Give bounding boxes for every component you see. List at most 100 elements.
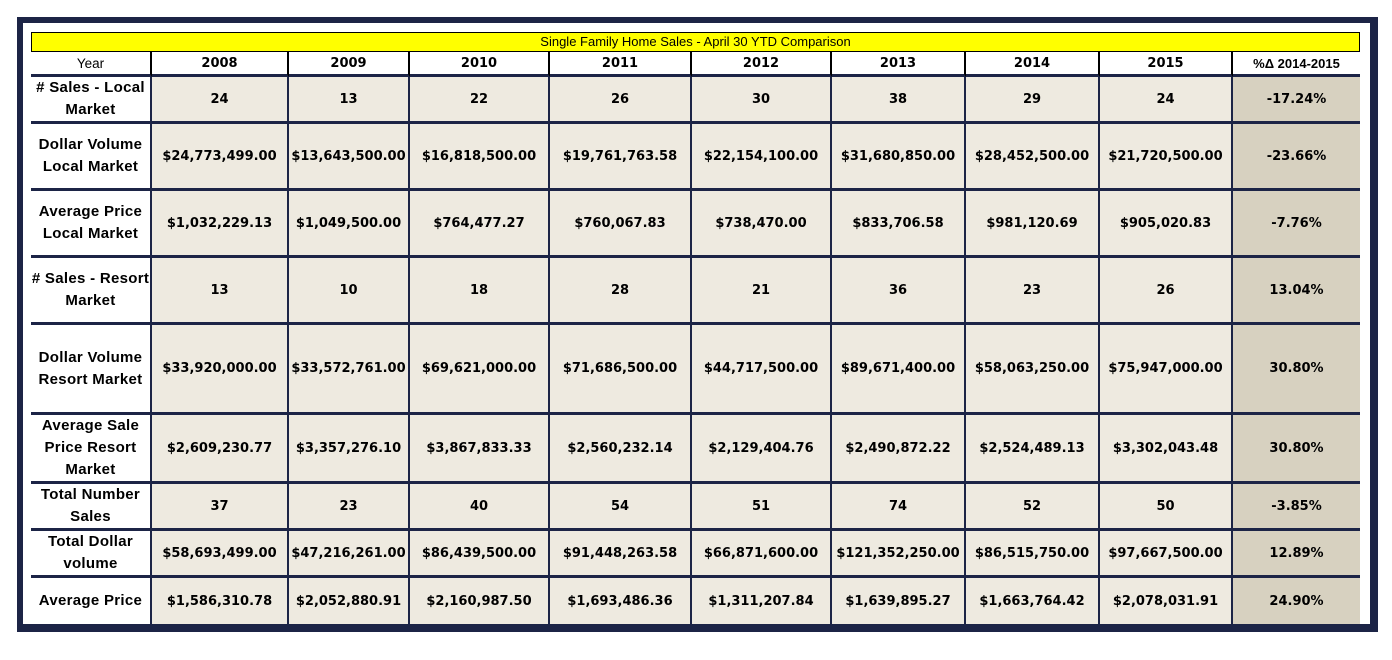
value-cell: 37 — [152, 484, 289, 531]
value-cell: $2,490,872.22 — [832, 415, 966, 484]
pct-change-cell: 30.80% — [1233, 415, 1360, 484]
value-cell: $3,302,043.48 — [1100, 415, 1233, 484]
row-label: Dollar Volume Local Market — [31, 124, 152, 191]
row-label: Average Price — [31, 578, 152, 624]
value-cell: $97,667,500.00 — [1100, 531, 1233, 578]
value-cell: 24 — [1100, 77, 1233, 124]
value-cell: $33,572,761.00 — [289, 325, 410, 415]
value-cell: $2,524,489.13 — [966, 415, 1100, 484]
pct-change-cell: -17.24% — [1233, 77, 1360, 124]
row-label: Total Number Sales — [31, 484, 152, 531]
value-cell: $22,154,100.00 — [692, 124, 832, 191]
row-label: # Sales - Resort Market — [31, 258, 152, 325]
value-cell: 40 — [410, 484, 550, 531]
year-header-cell: 2012 — [692, 52, 832, 77]
value-cell: 10 — [289, 258, 410, 325]
year-header: Year — [31, 52, 152, 77]
value-cell: $1,693,486.36 — [550, 578, 692, 624]
value-cell: $91,448,263.58 — [550, 531, 692, 578]
value-cell: $1,032,229.13 — [152, 191, 289, 258]
header-row: Year 2008 2009 2010 2011 2012 2013 2014 … — [31, 52, 1360, 77]
value-cell: 29 — [966, 77, 1100, 124]
value-cell: 23 — [289, 484, 410, 531]
value-cell: $760,067.83 — [550, 191, 692, 258]
table-row: Total Dollar volume $58,693,499.00 $47,216… — [31, 531, 1360, 578]
value-cell: 38 — [832, 77, 966, 124]
value-cell: $1,586,310.78 — [152, 578, 289, 624]
value-cell: $3,867,833.33 — [410, 415, 550, 484]
year-header-cell: 2013 — [832, 52, 966, 77]
value-cell: $47,216,261.00 — [289, 531, 410, 578]
year-header-cell: 2015 — [1100, 52, 1233, 77]
pct-change-cell: -3.85% — [1233, 484, 1360, 531]
value-cell: 13 — [289, 77, 410, 124]
pct-change-cell: 24.90% — [1233, 578, 1360, 624]
value-cell: $2,160,987.50 — [410, 578, 550, 624]
value-cell: $19,761,763.58 — [550, 124, 692, 191]
table-row: # Sales - Local Market 24 13 22 26 30 38 29 24 -1… — [31, 77, 1360, 124]
year-header-cell: 2014 — [966, 52, 1100, 77]
value-cell: $121,352,250.00 — [832, 531, 966, 578]
value-cell: $2,560,232.14 — [550, 415, 692, 484]
value-cell: 36 — [832, 258, 966, 325]
value-cell: $21,720,500.00 — [1100, 124, 1233, 191]
value-cell: 51 — [692, 484, 832, 531]
table-row: Dollar Volume Resort Market $33,920,000.0… — [31, 325, 1360, 415]
value-cell: $24,773,499.00 — [152, 124, 289, 191]
value-cell: $1,049,500.00 — [289, 191, 410, 258]
table-row: Total Number Sales 37 23 40 54 51 74 52 50 -3.85% — [31, 484, 1360, 531]
table-row: Average Price $1,586,310.78 $2,052,880.91 $… — [31, 578, 1360, 624]
pct-change-header: %Δ 2014-2015 — [1233, 52, 1360, 77]
year-header-cell: 2009 — [289, 52, 410, 77]
value-cell: $981,120.69 — [966, 191, 1100, 258]
table-row: Average Sale Price Resort Market $2,609,2… — [31, 415, 1360, 484]
value-cell: $66,871,600.00 — [692, 531, 832, 578]
value-cell: $2,129,404.76 — [692, 415, 832, 484]
value-cell: 26 — [550, 77, 692, 124]
value-cell: $89,671,400.00 — [832, 325, 966, 415]
year-header-cell: 2010 — [410, 52, 550, 77]
row-label: Average Price Local Market — [31, 191, 152, 258]
value-cell: $16,818,500.00 — [410, 124, 550, 191]
value-cell: $13,643,500.00 — [289, 124, 410, 191]
value-cell: $58,693,499.00 — [152, 531, 289, 578]
value-cell: 21 — [692, 258, 832, 325]
value-cell: $764,477.27 — [410, 191, 550, 258]
value-cell: 13 — [152, 258, 289, 325]
value-cell: 22 — [410, 77, 550, 124]
pct-change-cell: -7.76% — [1233, 191, 1360, 258]
value-cell: $71,686,500.00 — [550, 325, 692, 415]
value-cell: 28 — [550, 258, 692, 325]
sales-comparison-table: Year 2008 2009 2010 2011 2012 2013 2014 … — [31, 52, 1360, 624]
value-cell: $86,439,500.00 — [410, 531, 550, 578]
row-label: Dollar Volume Resort Market — [31, 325, 152, 415]
value-cell: $738,470.00 — [692, 191, 832, 258]
table-row: Dollar Volume Local Market $24,773,499.00… — [31, 124, 1360, 191]
value-cell: $28,452,500.00 — [966, 124, 1100, 191]
table-row: Average Price Local Market $1,032,229.13 $… — [31, 191, 1360, 258]
pct-change-cell: -23.66% — [1233, 124, 1360, 191]
value-cell: $905,020.83 — [1100, 191, 1233, 258]
value-cell: $1,663,764.42 — [966, 578, 1100, 624]
value-cell: $2,078,031.91 — [1100, 578, 1233, 624]
row-label: Average Sale Price Resort Market — [31, 415, 152, 484]
value-cell: $58,063,250.00 — [966, 325, 1100, 415]
value-cell: $86,515,750.00 — [966, 531, 1100, 578]
value-cell: $44,717,500.00 — [692, 325, 832, 415]
table-body: # Sales - Local Market 24 13 22 26 30 38 29 24 -1… — [31, 77, 1360, 624]
table-row: # Sales - Resort Market 13 10 18 28 21 36 23 26 1… — [31, 258, 1360, 325]
value-cell: 52 — [966, 484, 1100, 531]
value-cell: 50 — [1100, 484, 1233, 531]
year-header-cell: 2011 — [550, 52, 692, 77]
value-cell: 30 — [692, 77, 832, 124]
pct-change-cell: 30.80% — [1233, 325, 1360, 415]
value-cell: 74 — [832, 484, 966, 531]
pct-change-cell: 12.89% — [1233, 531, 1360, 578]
value-cell: 23 — [966, 258, 1100, 325]
value-cell: $31,680,850.00 — [832, 124, 966, 191]
row-label: Total Dollar volume — [31, 531, 152, 578]
value-cell: 54 — [550, 484, 692, 531]
pct-change-cell: 13.04% — [1233, 258, 1360, 325]
value-cell: $2,609,230.77 — [152, 415, 289, 484]
value-cell: $2,052,880.91 — [289, 578, 410, 624]
